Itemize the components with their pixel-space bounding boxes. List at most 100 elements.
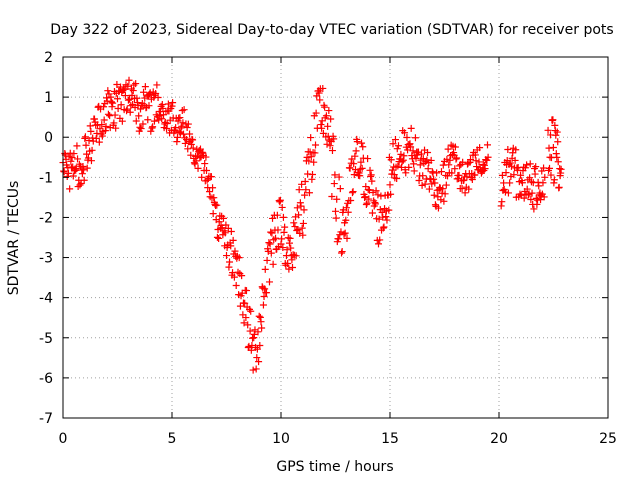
- data-point-marker: [285, 239, 293, 247]
- data-point-marker: [554, 158, 562, 166]
- data-point-marker: [123, 107, 131, 115]
- data-point-marker: [144, 116, 152, 124]
- data-point-marker: [124, 82, 132, 90]
- data-point-marker: [480, 161, 488, 169]
- data-point-marker: [371, 199, 379, 207]
- y-tick-label: -5: [39, 331, 53, 347]
- data-point-marker: [223, 252, 230, 260]
- x-tick-label: 20: [490, 431, 508, 447]
- data-point-marker: [517, 171, 525, 179]
- data-point-marker: [549, 116, 557, 124]
- data-point-marker: [108, 103, 116, 111]
- data-point-marker: [173, 138, 181, 146]
- data-point-marker: [287, 244, 295, 252]
- data-point-marker: [184, 120, 192, 128]
- data-point-marker: [141, 83, 149, 91]
- data-point-marker: [383, 216, 391, 224]
- data-point-marker: [419, 172, 427, 180]
- data-point-marker: [442, 181, 450, 189]
- data-point-marker: [265, 278, 273, 286]
- data-point-marker: [110, 119, 118, 127]
- data-point-marker: [148, 124, 156, 132]
- data-point-marker: [361, 193, 369, 201]
- data-point-marker: [406, 140, 414, 148]
- data-point-marker: [453, 154, 461, 162]
- data-point-marker: [292, 252, 300, 260]
- data-point-marker: [518, 179, 526, 187]
- data-point-marker: [98, 132, 106, 140]
- data-point-marker: [198, 173, 206, 181]
- data-point-marker: [90, 115, 98, 123]
- data-point-marker: [295, 186, 303, 194]
- data-point-marker: [550, 176, 558, 184]
- data-point-marker: [437, 196, 445, 204]
- data-point-marker: [103, 97, 111, 105]
- data-point-marker: [394, 162, 402, 170]
- data-point-marker: [111, 111, 119, 119]
- data-point-marker: [132, 80, 140, 88]
- data-point-marker: [390, 171, 398, 179]
- data-point-marker: [311, 149, 319, 157]
- data-point-marker: [456, 162, 464, 170]
- data-point-marker: [545, 144, 553, 152]
- data-point-marker: [359, 143, 367, 151]
- data-point-marker: [261, 285, 269, 293]
- data-point-marker: [298, 224, 306, 232]
- data-point-marker: [378, 208, 386, 216]
- data-point-marker: [556, 165, 564, 173]
- data-point-marker: [504, 145, 512, 153]
- data-point-marker: [137, 125, 145, 133]
- data-point-marker: [219, 214, 227, 222]
- data-point-marker: [63, 172, 71, 180]
- data-point-marker: [352, 147, 360, 155]
- data-point-marker: [467, 156, 475, 164]
- data-point-marker: [299, 219, 307, 227]
- data-point-marker: [394, 142, 402, 150]
- data-point-marker: [302, 186, 310, 194]
- data-point-marker: [261, 265, 269, 273]
- data-point-marker: [332, 214, 340, 222]
- data-point-marker: [411, 134, 419, 142]
- data-point-marker: [64, 169, 72, 177]
- data-point-marker: [549, 144, 557, 152]
- data-point-marker: [332, 207, 339, 215]
- data-point-marker: [506, 159, 514, 167]
- data-point-marker: [227, 228, 235, 236]
- data-point-marker: [331, 171, 339, 179]
- data-point-marker: [267, 228, 275, 236]
- data-point-marker: [399, 156, 407, 164]
- data-point-marker: [338, 248, 346, 256]
- data-point-marker: [252, 365, 260, 373]
- data-point-marker: [322, 112, 330, 120]
- data-point-marker: [145, 102, 153, 110]
- data-point-marker: [150, 117, 158, 125]
- data-point-marker: [539, 179, 547, 187]
- data-point-marker: [76, 181, 84, 189]
- data-point-marker: [293, 204, 301, 212]
- data-point-marker: [459, 158, 467, 166]
- data-point-marker: [323, 140, 331, 148]
- data-point-marker: [400, 152, 408, 160]
- data-point-marker: [202, 153, 210, 161]
- data-point-marker: [552, 131, 560, 139]
- data-point-marker: [238, 272, 246, 280]
- data-point-marker: [121, 85, 129, 93]
- data-point-marker: [498, 198, 506, 206]
- data-point-marker: [361, 194, 369, 202]
- data-point-marker: [440, 197, 448, 205]
- data-point-marker: [316, 96, 324, 104]
- data-point-marker: [524, 191, 532, 199]
- data-point-marker: [344, 208, 352, 216]
- data-point-marker: [279, 213, 287, 221]
- data-point-marker: [347, 196, 355, 204]
- data-point-marker: [80, 166, 88, 174]
- data-point-marker: [155, 116, 163, 124]
- data-point-marker: [512, 146, 520, 154]
- y-tick-label: -7: [39, 411, 53, 427]
- data-point-marker: [362, 201, 370, 209]
- data-point-marker: [428, 180, 436, 188]
- data-point-marker: [224, 224, 232, 232]
- data-point-marker: [547, 171, 555, 179]
- data-point-marker: [114, 105, 122, 113]
- grid-lines: [63, 57, 608, 418]
